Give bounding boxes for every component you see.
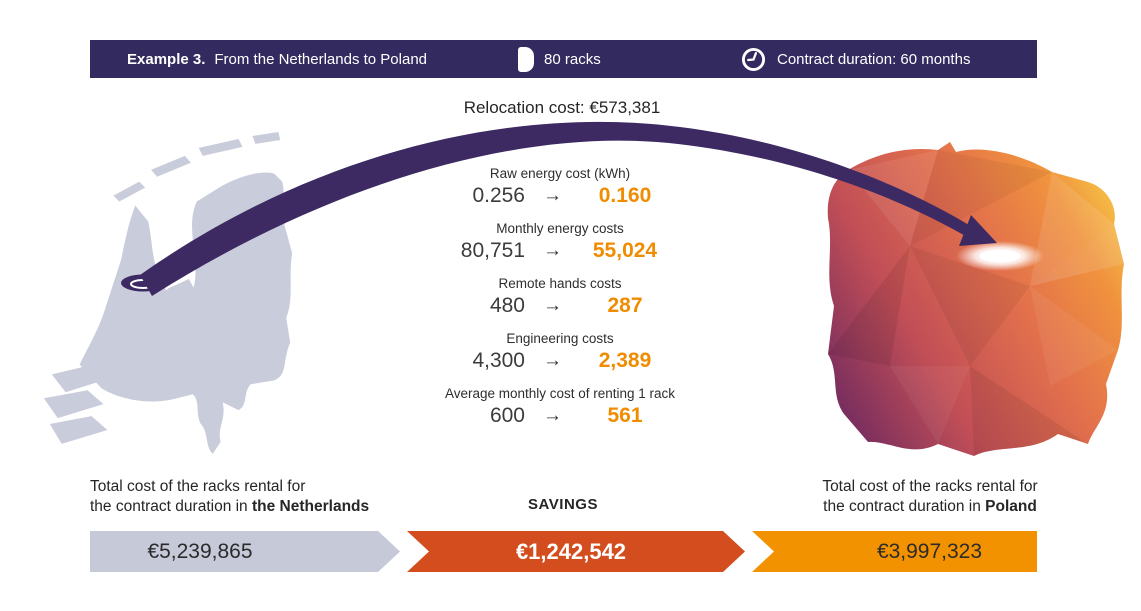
arrow-right-icon: → <box>543 240 562 261</box>
label-line2: the contract duration in <box>90 498 252 516</box>
comparison-row: Engineering costs 4,300 → 2,389 <box>390 331 730 373</box>
poland-total-label: Total cost of the racks rental for the c… <box>760 477 1100 518</box>
contract-duration: Contract duration: 60 months <box>777 50 971 68</box>
savings-label: SAVINGS <box>528 496 598 513</box>
value-netherlands: 4,300 <box>472 349 525 372</box>
value-poland: 287 <box>607 294 643 317</box>
header-title-group: Example 3. From the Netherlands to Polan… <box>127 40 427 78</box>
header-title: From the Netherlands to Poland <box>214 50 428 68</box>
comparison-row: Remote hands costs 480 → 287 <box>390 276 730 318</box>
label-line1: Total cost of the racks rental for <box>822 478 1038 495</box>
netherlands-map <box>43 132 293 454</box>
comparison-row: Monthly energy costs 80,751 → 55,024 <box>390 221 730 263</box>
label-country: the Netherlands <box>252 498 370 516</box>
comparison-column: Raw energy cost (kWh) 0.256 → 0.160 Mont… <box>390 166 730 441</box>
relocation-cost-label: Relocation cost: €573,381 <box>463 98 661 117</box>
label-line1: Total cost of the racks rental for <box>90 478 306 495</box>
example-label: Example 3. <box>127 50 206 68</box>
arrow-right-icon: → <box>543 295 562 316</box>
header-bar: Example 3. From the Netherlands to Polan… <box>90 40 1037 78</box>
arrow-right-icon: → <box>543 185 562 206</box>
arrow-right-icon: → <box>543 405 562 426</box>
label-line2: the contract duration in <box>823 498 986 516</box>
comparison-label: Monthly energy costs <box>496 221 624 236</box>
savings-value: €1,242,542 <box>515 538 627 564</box>
value-poland: 2,389 <box>598 349 652 372</box>
poland-total-bar: €3,997,323 <box>752 531 1037 572</box>
clock-icon <box>741 47 766 72</box>
comparison-row: Raw energy cost (kWh) 0.256 → 0.160 <box>390 166 730 208</box>
poland-map <box>827 142 1124 456</box>
racks-group: 80 racks <box>518 40 601 78</box>
comparison-label: Average monthly cost of renting 1 rack <box>444 386 676 401</box>
value-poland: 55,024 <box>592 239 658 262</box>
comparison-label: Raw energy cost (kWh) <box>489 166 631 181</box>
savings-bar: €1,242,542 <box>407 531 745 572</box>
poland-total-value: €3,997,323 <box>876 539 983 563</box>
comparison-row: Average monthly cost of renting 1 rack 6… <box>390 386 730 428</box>
arrow-right-icon: → <box>543 350 562 371</box>
comparison-label: Remote hands costs <box>498 276 622 291</box>
netherlands-total-label: Total cost of the racks rental for the c… <box>90 477 430 518</box>
comparison-label: Engineering costs <box>506 331 614 346</box>
netherlands-total-value: €5,239,865 <box>147 539 253 563</box>
label-country: Poland <box>985 498 1037 516</box>
racks-count: 80 racks <box>544 50 601 68</box>
value-poland: 0.160 <box>598 184 652 207</box>
value-netherlands: 80,751 <box>460 239 525 262</box>
value-netherlands: 480 <box>489 294 525 317</box>
value-poland: 561 <box>607 404 643 427</box>
value-netherlands: 600 <box>489 404 525 427</box>
rack-icon <box>518 46 534 72</box>
duration-group: Contract duration: 60 months <box>741 40 970 78</box>
netherlands-total-bar: €5,239,865 <box>90 531 400 572</box>
value-netherlands: 0.256 <box>472 184 525 207</box>
